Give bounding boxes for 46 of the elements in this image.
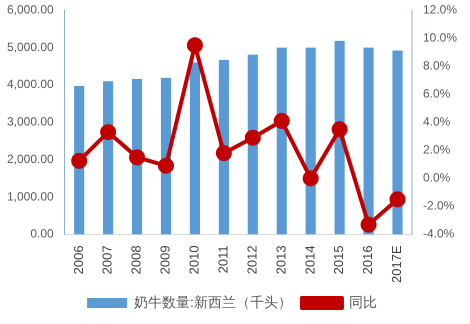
y-tick-label: 6,000.00: [6, 2, 54, 17]
point: [390, 191, 406, 208]
x-tick-label: 2013: [273, 245, 288, 274]
y-tick-label: 0.00: [30, 226, 54, 241]
point: [71, 152, 88, 169]
point: [274, 112, 290, 129]
point: [360, 216, 377, 233]
point: [302, 170, 319, 186]
x-tick-label: 2015: [331, 245, 346, 274]
y-tick-label: 2,000.00: [6, 152, 54, 166]
x-tick-label: 2009: [158, 245, 173, 274]
bar: [276, 48, 287, 234]
bar: [190, 62, 200, 234]
y2-tick-label: 12.0%: [422, 2, 458, 17]
point: [216, 145, 232, 162]
y2-tick-label: -2.0%: [422, 198, 455, 213]
y2-tick-label: 8.0%: [422, 58, 451, 73]
legend-label: 奶牛数量:新西兰（千头）: [134, 294, 292, 310]
y2-tick-label: 10.0%: [422, 30, 458, 45]
y2-tick-label: 0.0%: [422, 170, 451, 185]
y-tick-label: 5,000.00: [6, 40, 54, 54]
bar: [248, 54, 258, 234]
x-tick-label: 2006: [70, 245, 86, 274]
bar: [392, 50, 403, 234]
point: [332, 121, 348, 138]
x-tick-label: 2008: [128, 245, 144, 274]
x-tick-label: 2011: [215, 245, 230, 274]
point: [158, 158, 174, 174]
point: [244, 130, 261, 146]
y-tick-label: 1,000.00: [6, 189, 54, 204]
point: [129, 149, 146, 166]
x-tick-label: 2007: [100, 245, 115, 274]
legend-label: 同比: [348, 294, 377, 310]
y2-tick-label: 2.0%: [422, 142, 451, 157]
x-tick-label: 2012: [244, 245, 260, 274]
y2-tick-label: 6.0%: [422, 86, 451, 101]
x-tick-label: 2016: [360, 245, 376, 274]
point: [186, 37, 203, 54]
y2-tick-label: -4.0%: [422, 226, 455, 241]
x-tick-label: 2017E: [389, 245, 404, 284]
point: [100, 124, 116, 140]
x-tick-label: 2010: [186, 245, 202, 274]
y-tick-label: 3,000.00: [6, 114, 54, 129]
y-tick-label: 4,000.00: [6, 77, 54, 92]
x-tick-label: 2014: [302, 245, 318, 274]
y2-tick-label: 4.0%: [422, 114, 451, 129]
